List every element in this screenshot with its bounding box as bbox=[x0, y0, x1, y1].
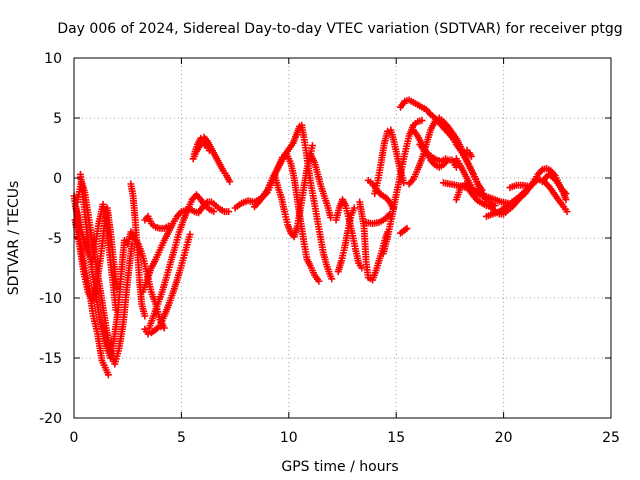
y-axis-label: SDTVAR / TECUs bbox=[6, 181, 22, 296]
series-track-37 bbox=[506, 181, 533, 192]
series-track-12 bbox=[141, 323, 165, 338]
data-point bbox=[157, 323, 165, 331]
x-tick-label: 25 bbox=[602, 430, 620, 446]
y-tick-label: -5 bbox=[48, 231, 62, 247]
data-point bbox=[350, 204, 358, 212]
data-point bbox=[562, 190, 570, 198]
y-tick-label: -20 bbox=[39, 411, 62, 427]
series-track-33 bbox=[452, 155, 486, 200]
series-track-21 bbox=[334, 204, 358, 276]
data-point bbox=[120, 236, 128, 244]
data-point bbox=[467, 152, 475, 160]
grid bbox=[74, 58, 611, 418]
chart-title: Day 006 of 2024, Sidereal Day-to-day VTE… bbox=[57, 21, 622, 37]
plot-border bbox=[73, 57, 612, 419]
x-tick-label: 10 bbox=[280, 430, 298, 446]
data-point bbox=[205, 146, 213, 154]
data-point bbox=[144, 330, 152, 338]
data-point bbox=[384, 127, 392, 135]
data-point bbox=[525, 182, 533, 190]
series-track-18 bbox=[298, 121, 336, 283]
series-track-34 bbox=[463, 146, 475, 160]
series-track-30 bbox=[416, 140, 450, 165]
series-track-16 bbox=[250, 150, 323, 285]
x-tick-label: 5 bbox=[177, 430, 186, 446]
data-point bbox=[210, 208, 218, 216]
series-track-19 bbox=[306, 150, 335, 222]
axes bbox=[73, 57, 612, 419]
data-point bbox=[154, 324, 162, 332]
series-track-26 bbox=[379, 116, 426, 258]
data-point bbox=[403, 224, 411, 232]
series-track-38 bbox=[538, 170, 570, 198]
y-tick-label: 10 bbox=[44, 51, 62, 67]
y-tick-label: 0 bbox=[53, 171, 62, 187]
data-point bbox=[562, 196, 570, 204]
tick-labels: 0 5 10 15 20 25 -20 -15 -10 -5 0 5 10 bbox=[39, 51, 620, 446]
series-track-31 bbox=[405, 114, 486, 194]
data-point bbox=[327, 214, 335, 222]
data-point bbox=[104, 371, 112, 379]
y-tick-label: 5 bbox=[53, 111, 62, 127]
series-track-27 bbox=[396, 224, 411, 237]
series-track-11 bbox=[156, 230, 194, 330]
data-points bbox=[70, 96, 571, 379]
series-track-03 bbox=[76, 170, 128, 362]
series-track-10 bbox=[145, 191, 218, 332]
x-tick-label: 15 bbox=[387, 430, 405, 446]
data-point bbox=[186, 230, 194, 238]
data-point bbox=[478, 192, 486, 200]
x-axis-label: GPS time / hours bbox=[281, 459, 398, 475]
series-track-25 bbox=[371, 126, 408, 198]
data-point bbox=[160, 324, 168, 332]
data-point bbox=[315, 277, 323, 285]
data-point bbox=[225, 208, 233, 216]
y-tick-label: -10 bbox=[39, 291, 62, 307]
x-tick-label: 0 bbox=[70, 430, 79, 446]
data-point bbox=[418, 116, 426, 124]
x-tick-label: 20 bbox=[495, 430, 513, 446]
data-point bbox=[141, 312, 149, 320]
data-point bbox=[442, 155, 450, 163]
data-point bbox=[563, 208, 571, 216]
data-point bbox=[112, 306, 120, 314]
data-point bbox=[452, 163, 460, 171]
data-point bbox=[226, 178, 234, 186]
data-point bbox=[328, 275, 336, 283]
y-tick-label: -15 bbox=[39, 351, 62, 367]
series-track-14 bbox=[189, 139, 213, 163]
data-point bbox=[308, 142, 316, 150]
